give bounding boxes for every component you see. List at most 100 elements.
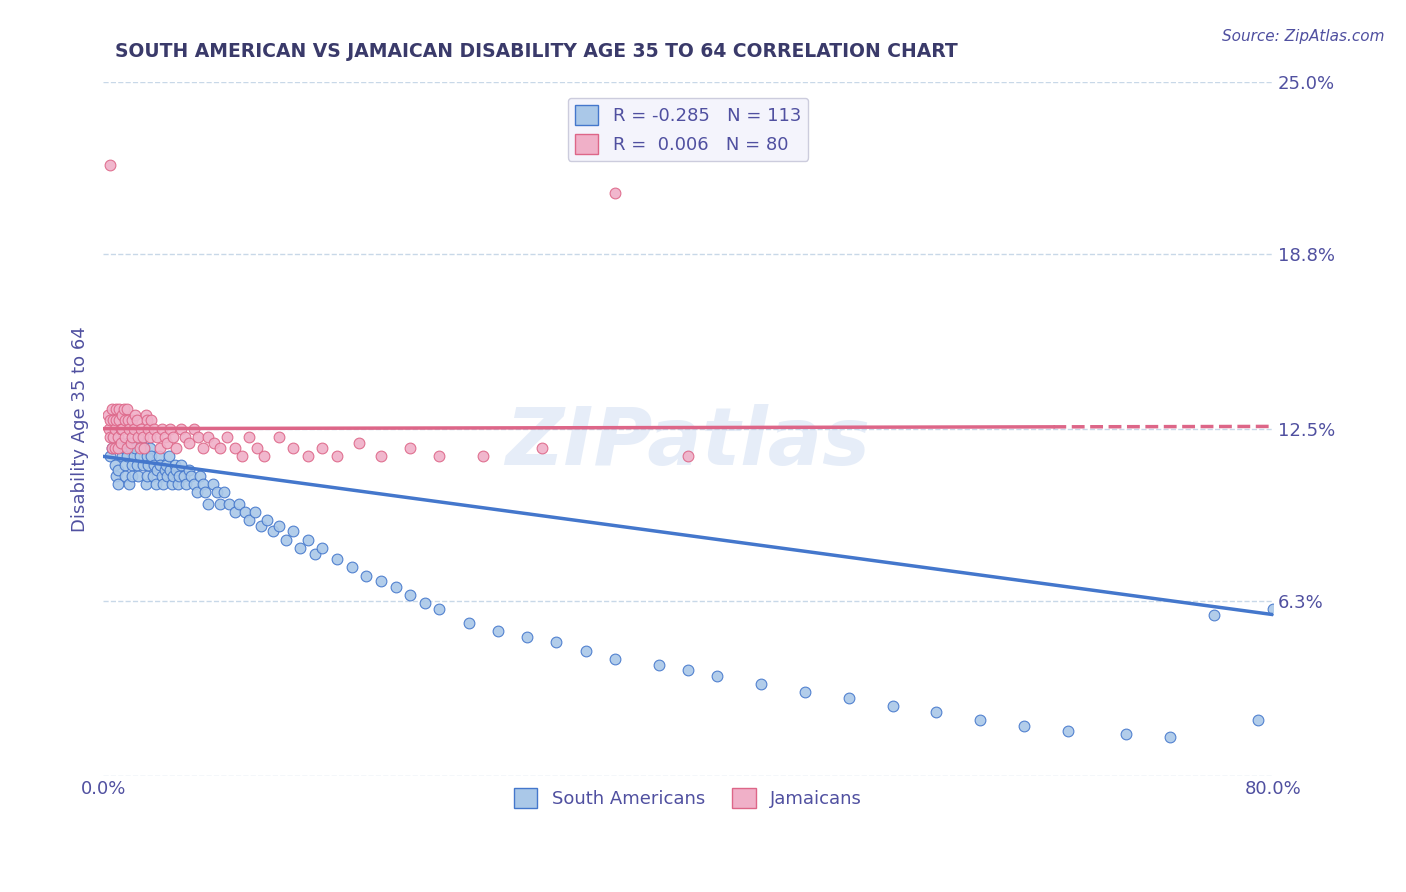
Point	[128, 441, 150, 455]
Point	[472, 450, 495, 464]
Y-axis label: Disability Age 35 to 64: Disability Age 35 to 64	[72, 326, 89, 532]
Point	[516, 630, 538, 644]
Point	[267, 430, 290, 444]
Point	[179, 435, 201, 450]
Point	[128, 450, 150, 464]
Point	[149, 458, 172, 472]
Point	[141, 413, 163, 427]
Point	[96, 408, 118, 422]
Point	[153, 430, 176, 444]
Point	[238, 430, 260, 444]
Point	[574, 643, 596, 657]
Point	[122, 450, 145, 464]
Point	[131, 458, 153, 472]
Point	[101, 441, 124, 455]
Point	[173, 468, 195, 483]
Text: ZIPatlas: ZIPatlas	[505, 403, 870, 482]
Point	[110, 435, 132, 450]
Point	[114, 468, 136, 483]
Point	[101, 402, 124, 417]
Point	[201, 477, 224, 491]
Point	[152, 477, 174, 491]
Point	[100, 413, 122, 427]
Point	[104, 458, 127, 472]
Point	[103, 413, 125, 427]
Point	[166, 477, 188, 491]
Point	[103, 430, 125, 444]
Point	[110, 422, 132, 436]
Point	[224, 505, 246, 519]
Point	[160, 477, 183, 491]
Point	[283, 524, 305, 539]
Point	[150, 468, 173, 483]
Point	[233, 505, 256, 519]
Point	[115, 441, 138, 455]
Point	[882, 699, 904, 714]
Point	[135, 477, 157, 491]
Point	[214, 485, 236, 500]
Point	[149, 441, 172, 455]
Point	[136, 468, 159, 483]
Point	[176, 477, 198, 491]
Point	[136, 413, 159, 427]
Point	[112, 441, 135, 455]
Point	[114, 430, 136, 444]
Point	[121, 430, 143, 444]
Point	[125, 413, 148, 427]
Point	[162, 468, 184, 483]
Point	[111, 408, 134, 422]
Point	[145, 477, 167, 491]
Point	[676, 663, 699, 677]
Point	[202, 435, 225, 450]
Point	[121, 458, 143, 472]
Point	[110, 422, 132, 436]
Point	[603, 186, 626, 200]
Point	[838, 690, 860, 705]
Point	[114, 458, 136, 472]
Point	[238, 513, 260, 527]
Point	[180, 468, 202, 483]
Point	[107, 430, 129, 444]
Point	[156, 435, 179, 450]
Point	[749, 677, 772, 691]
Point	[297, 533, 319, 547]
Point	[155, 458, 177, 472]
Point	[165, 441, 187, 455]
Point	[706, 668, 728, 682]
Point	[165, 463, 187, 477]
Point	[162, 430, 184, 444]
Point	[139, 441, 162, 455]
Point	[340, 560, 363, 574]
Point	[546, 635, 568, 649]
Point	[127, 430, 149, 444]
Point	[187, 430, 209, 444]
Point	[603, 652, 626, 666]
Point	[217, 430, 239, 444]
Point	[115, 450, 138, 464]
Point	[125, 458, 148, 472]
Point	[297, 450, 319, 464]
Point	[399, 441, 422, 455]
Point	[107, 463, 129, 477]
Point	[122, 422, 145, 436]
Point	[120, 435, 142, 450]
Point	[163, 458, 186, 472]
Point	[384, 580, 406, 594]
Point	[100, 158, 122, 172]
Point	[197, 430, 219, 444]
Point	[347, 435, 370, 450]
Point	[197, 497, 219, 511]
Point	[243, 505, 266, 519]
Point	[157, 450, 180, 464]
Point	[427, 450, 450, 464]
Point	[107, 441, 129, 455]
Point	[143, 458, 166, 472]
Point	[399, 588, 422, 602]
Point	[231, 450, 253, 464]
Point	[142, 468, 165, 483]
Point	[132, 441, 155, 455]
Point	[101, 441, 124, 455]
Point	[1204, 607, 1226, 622]
Point	[283, 441, 305, 455]
Point	[218, 497, 240, 511]
